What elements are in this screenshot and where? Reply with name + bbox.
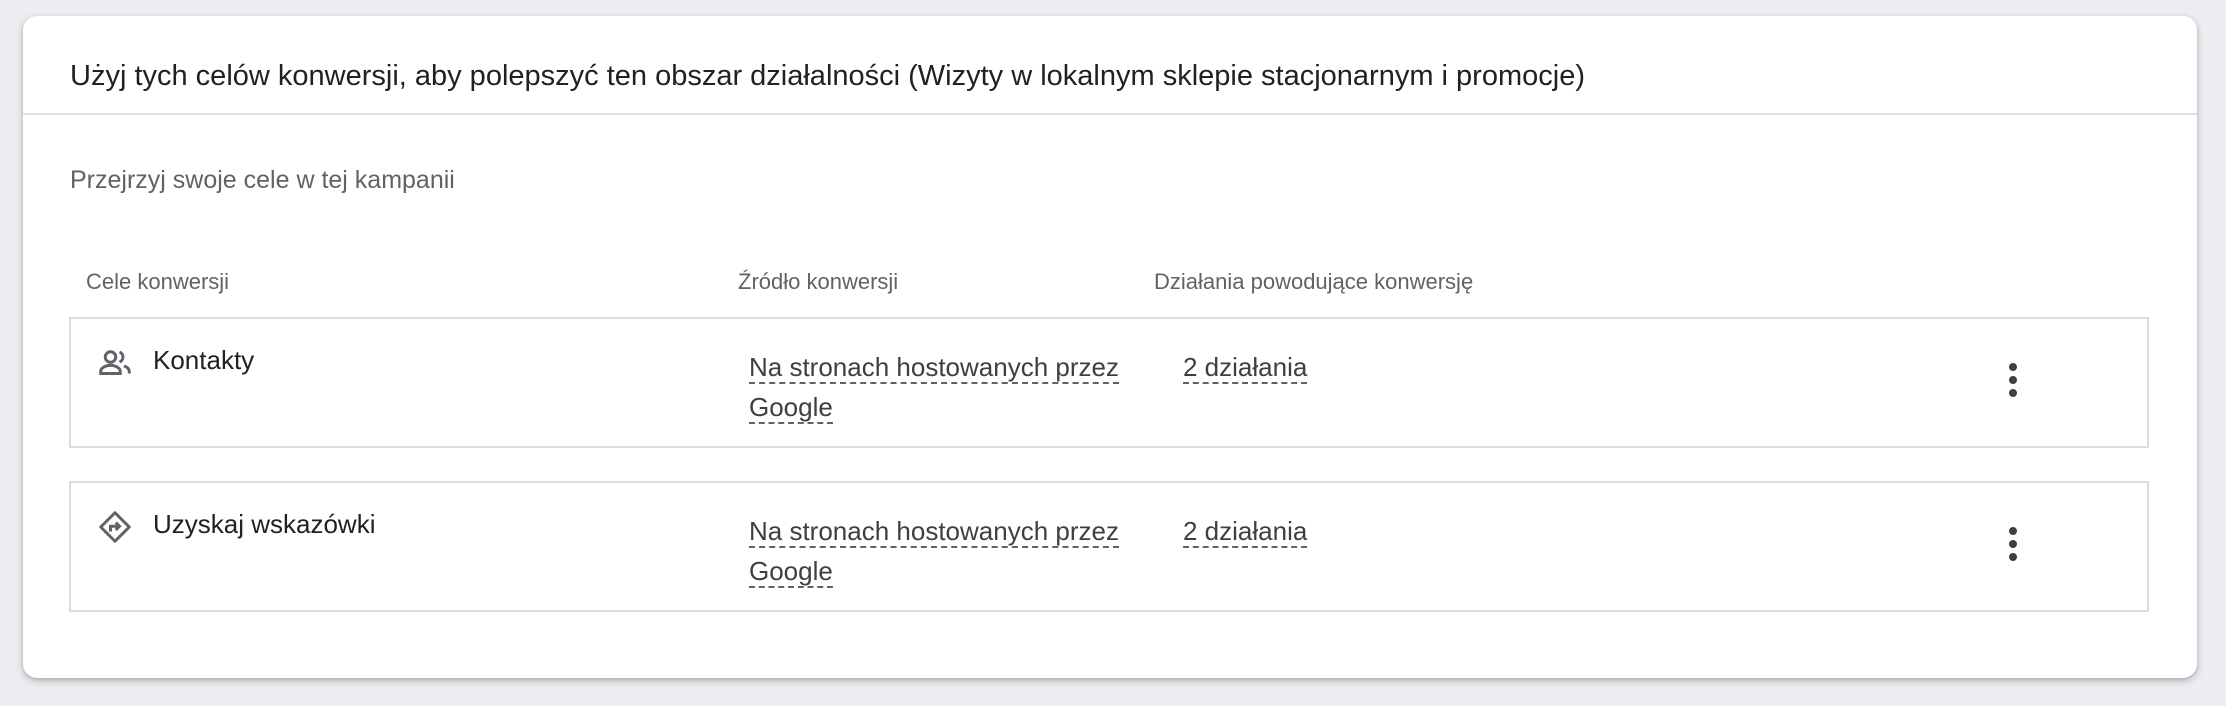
- actions-link[interactable]: 2 działania: [1183, 516, 1308, 548]
- header-conversion-actions: Działania powodujące konwersję: [1154, 269, 1474, 294]
- header-conversion-goals: Cele konwersji: [86, 269, 230, 294]
- people-icon: [99, 350, 131, 375]
- source-link-continued[interactable]: Google: [749, 556, 833, 588]
- conversion-goals-card: Użyj tych celów konwersji, aby polepszyć…: [23, 16, 2197, 678]
- table-row: Uzyskaj wskazówki Na stronach hostowanyc…: [69, 481, 2149, 612]
- goal-name: Kontakty: [153, 345, 255, 375]
- conversion-source: Na stronach hostowanych przez Google: [749, 347, 1179, 427]
- actions-link[interactable]: 2 działania: [1183, 352, 1308, 384]
- goal-name: Uzyskaj wskazówki: [153, 509, 376, 539]
- card-title: Użyj tych celów konwersji, aby polepszyć…: [70, 60, 1585, 92]
- more-vert-icon: [2009, 527, 2017, 535]
- source-link[interactable]: Na stronach hostowanych przez: [749, 352, 1119, 384]
- source-link[interactable]: Na stronach hostowanych przez: [749, 516, 1119, 548]
- card-subtitle: Przejrzyj swoje cele w tej kampanii: [70, 166, 455, 194]
- more-vert-icon: [2009, 363, 2017, 371]
- directions-icon: [99, 511, 131, 543]
- table-row: Kontakty Na stronach hostowanych przez G…: [69, 317, 2149, 448]
- header-conversion-source: Źródło konwersji: [738, 269, 899, 294]
- divider: [23, 113, 2197, 115]
- more-options-button[interactable]: [2001, 527, 2025, 567]
- conversion-source: Na stronach hostowanych przez Google: [749, 511, 1179, 591]
- source-link-continued[interactable]: Google: [749, 392, 833, 424]
- more-options-button[interactable]: [2001, 363, 2025, 403]
